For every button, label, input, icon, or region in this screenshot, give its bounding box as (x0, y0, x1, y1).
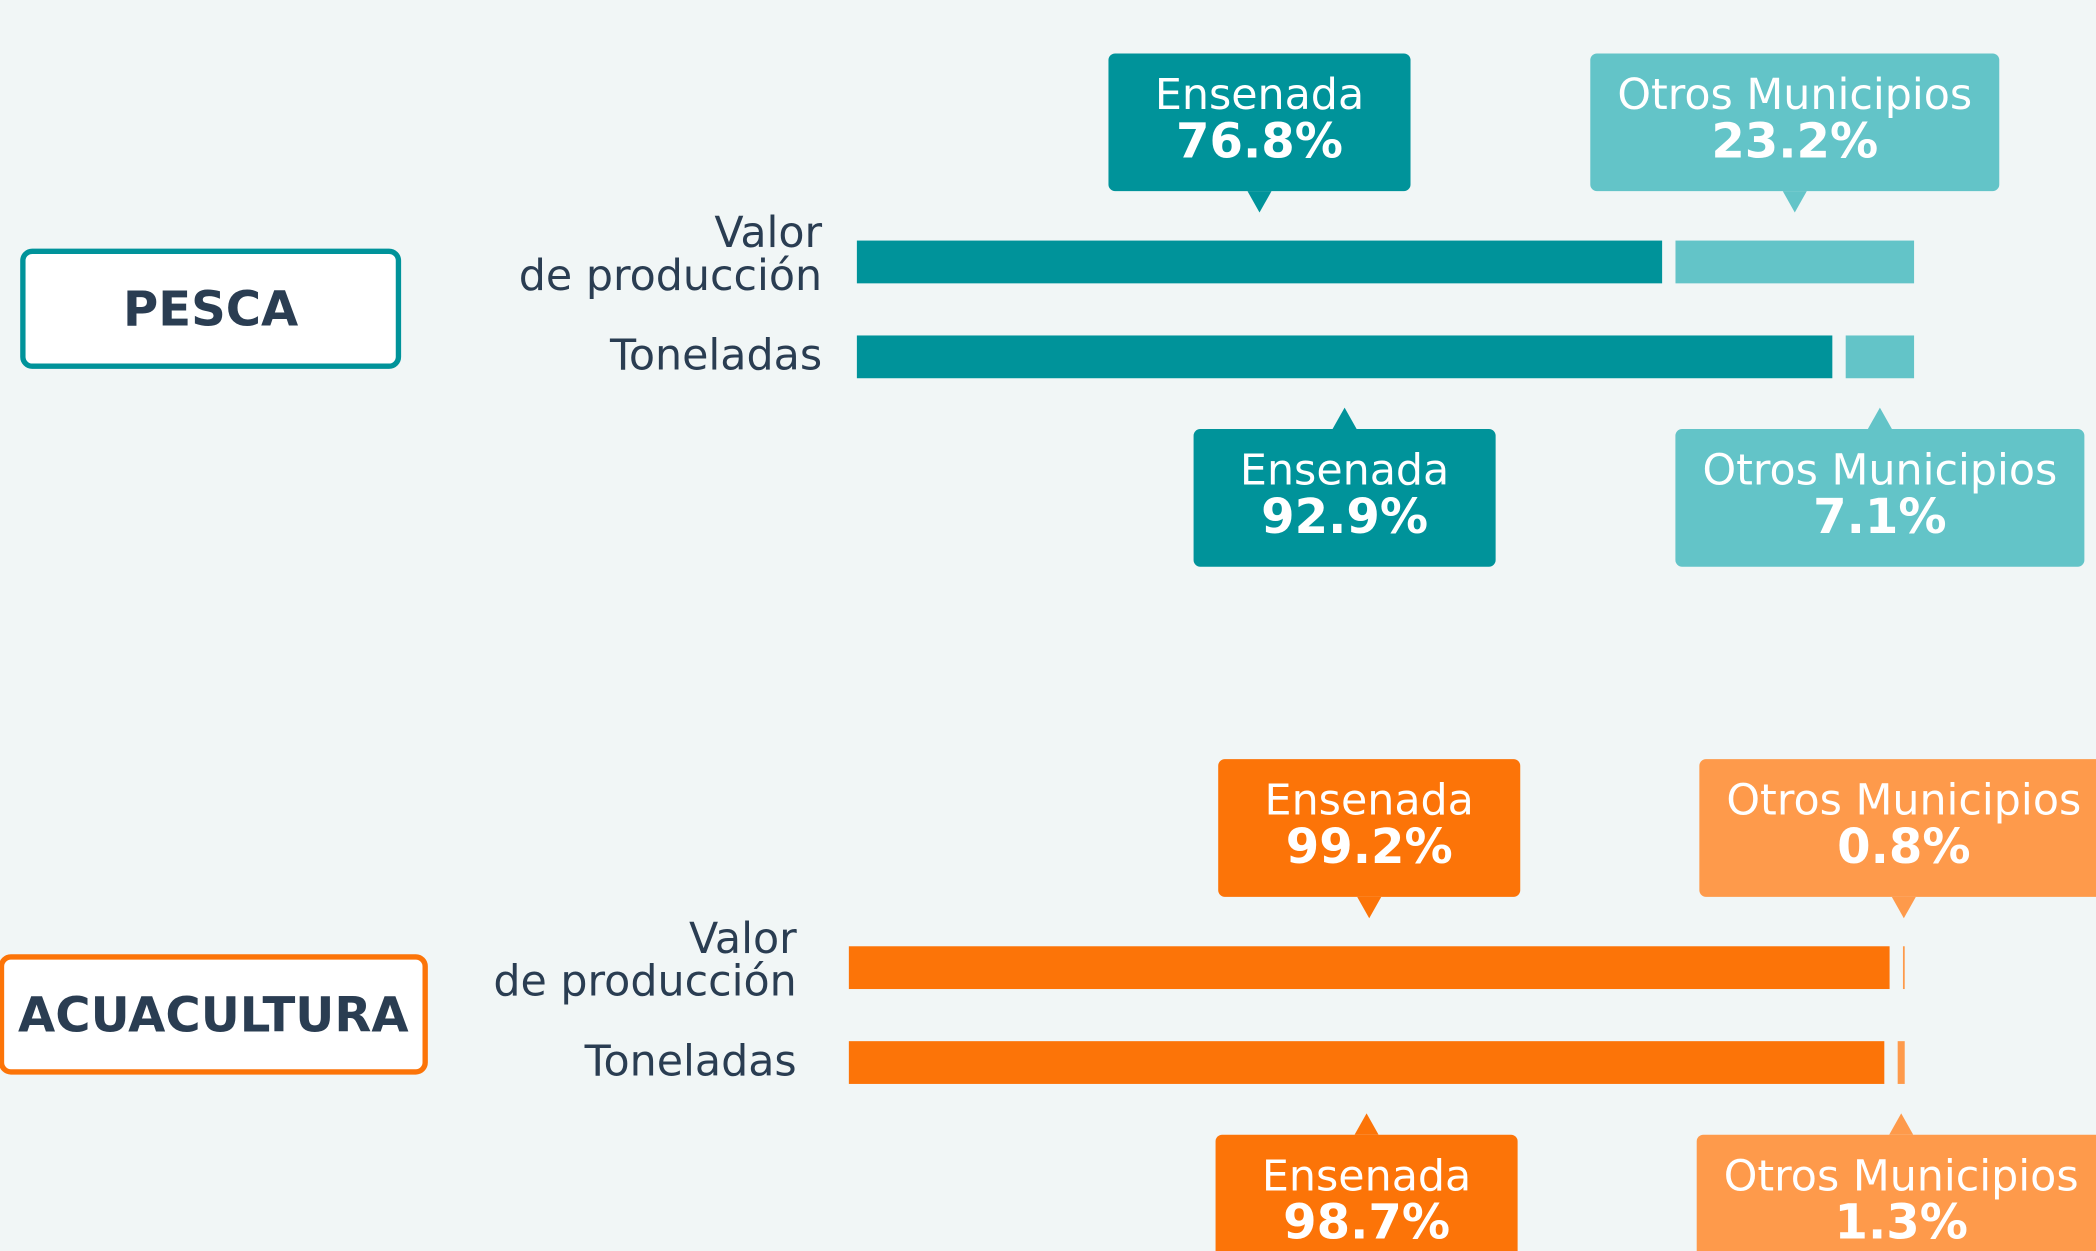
bar-segment (1897, 1041, 1905, 1084)
callout-box (1108, 53, 1411, 192)
callout-pointer (1889, 1113, 1914, 1135)
callout-value: 0.8% (1837, 819, 1970, 875)
bar-segment (856, 240, 1663, 284)
callout-value: 23.2% (1711, 113, 1878, 169)
bar-segment (1675, 240, 1915, 284)
bar-segment (1845, 335, 1915, 379)
category-label: Toneladas (584, 1036, 797, 1086)
callout-name: Otros Municipios (1617, 70, 1972, 120)
callout-pointer (1782, 191, 1807, 213)
category-label-line: de producción (519, 250, 822, 300)
section-title: PESCA (123, 282, 298, 338)
bar-segment (848, 946, 1890, 990)
callout-value: 99.2% (1286, 819, 1453, 875)
callout-name: Ensenada (1262, 1151, 1471, 1201)
section-box (20, 248, 402, 369)
callout-value: 76.8% (1176, 113, 1343, 169)
category-label-line: Valor (689, 913, 797, 963)
callout-box (1215, 1134, 1518, 1251)
callout-box (1675, 429, 2085, 567)
callout-name: Otros Municipios (1702, 446, 2057, 496)
category-label: Toneladas (609, 331, 822, 381)
callout-value: 98.7% (1283, 1195, 1450, 1251)
callout-pointer (1354, 1113, 1379, 1135)
callout-value: 92.9% (1261, 489, 1428, 545)
category-label: Valor de producción (493, 913, 797, 1006)
callout-box (1218, 759, 1521, 897)
bar-segment (856, 335, 1833, 379)
callout-pointer (1332, 407, 1357, 430)
callout-name: Otros Municipios (1726, 776, 2081, 826)
callout-value: 1.3% (1834, 1195, 1967, 1251)
callout-name: Ensenada (1155, 70, 1364, 120)
bar-segment (1902, 946, 1905, 990)
callout-value: 7.1% (1813, 489, 1946, 545)
callout-box (1696, 1134, 2096, 1251)
callout-box (1193, 429, 1496, 567)
section-title: ACUACULTURA (18, 987, 409, 1043)
callout-pointer (1247, 191, 1272, 213)
category-label-line: de producción (493, 956, 796, 1006)
callout-box (1590, 53, 2000, 192)
callout-name: Ensenada (1265, 776, 1474, 826)
category-label: Valor de producción (519, 208, 823, 301)
callout-pointer (1357, 896, 1382, 919)
callout-box (1699, 759, 2096, 897)
callout-pointer (1891, 896, 1916, 919)
section-box (0, 954, 428, 1075)
callout-pointer (1867, 407, 1892, 430)
callout-name: Ensenada (1240, 446, 1449, 496)
category-label-line: Valor (714, 208, 822, 258)
bar-segment (848, 1041, 1885, 1084)
callout-name: Otros Municipios (1724, 1151, 2079, 1201)
